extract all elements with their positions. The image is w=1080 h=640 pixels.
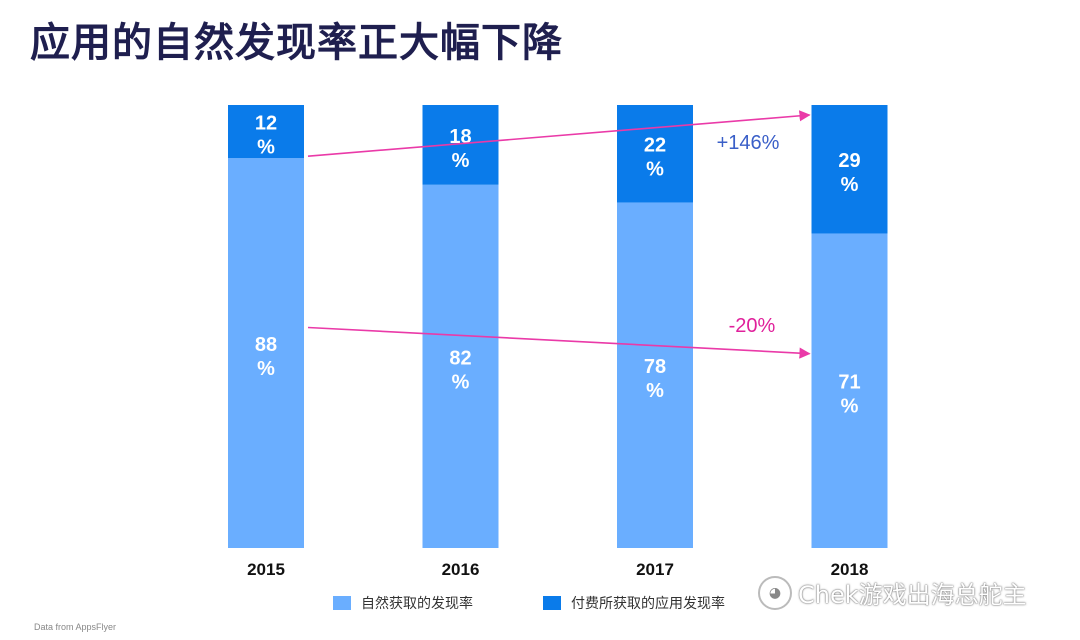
bar-organic-2016: [422, 184, 499, 549]
trend-arrow-organic: [307, 326, 811, 359]
x-tick-2017: 2017: [636, 560, 674, 579]
annotation-paid-change: +146%: [717, 132, 780, 154]
data-source-note: Data from AppsFlyer: [34, 622, 117, 632]
legend-label-paid: 付费所获取的应用发现率: [571, 595, 725, 612]
bar-label-organic-2015: 88%: [255, 334, 277, 380]
bar-organic-2018: [811, 233, 888, 548]
legend-label-organic: 自然获取的发现率: [361, 595, 473, 612]
watermark-text: Chek游戏出海总舵主: [798, 581, 1027, 609]
bar-label-organic-2016: 82%: [449, 347, 471, 393]
bar-paid-2016: [422, 105, 499, 185]
bar-organic-2015: [228, 158, 304, 548]
bar-organic-2017: [617, 202, 693, 548]
x-tick-2016: 2016: [442, 560, 480, 579]
watermark: ◕ Chek游戏出海总舵主: [758, 575, 1027, 610]
annotation-organic-change: -20%: [729, 315, 776, 337]
x-tick-2018: 2018: [831, 560, 869, 579]
legend-swatch-paid: [543, 596, 561, 610]
page-title: 应用的自然发现率正大幅下降: [30, 20, 563, 66]
bar-paid-2017: [617, 105, 693, 203]
legend-swatch-organic: [333, 596, 351, 610]
bar-label-organic-2017: 78%: [644, 356, 666, 402]
bar-paid-2018: [811, 105, 888, 234]
bar-label-paid-2015: 12%: [255, 113, 277, 159]
bar-label-organic-2018: 71%: [838, 372, 860, 418]
bar-label-paid-2017: 22%: [644, 135, 666, 181]
bar-label-paid-2016: 18%: [449, 126, 471, 172]
x-tick-2015: 2015: [247, 560, 285, 579]
wechat-icon: ◕: [758, 575, 792, 610]
bar-paid-2015: [228, 105, 304, 159]
trend-arrow-paid: [307, 110, 811, 157]
bar-label-paid-2018: 29%: [838, 150, 860, 196]
